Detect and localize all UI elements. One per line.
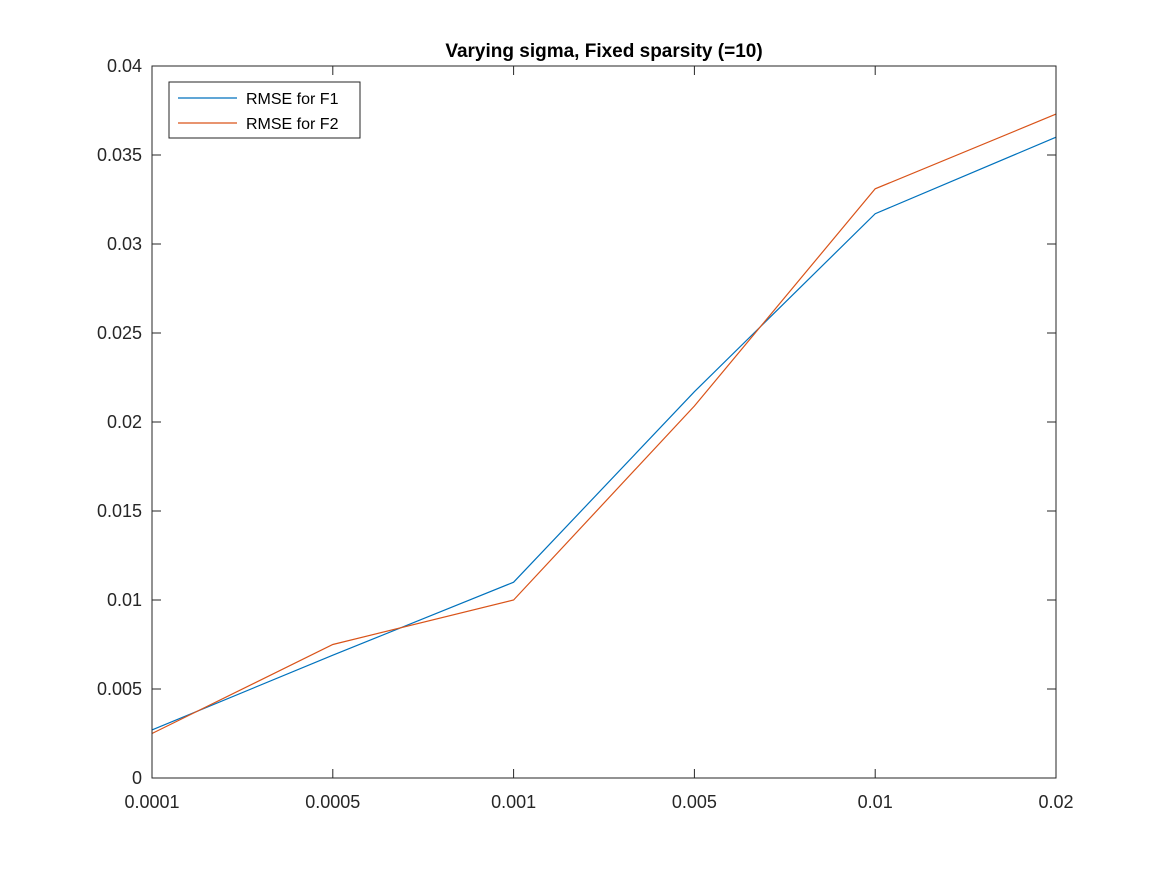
- x-tick-label: 0.0005: [305, 792, 360, 812]
- y-tick-label: 0.02: [107, 412, 142, 432]
- x-tick-label: 0.001: [491, 792, 536, 812]
- y-tick-label: 0.035: [97, 145, 142, 165]
- x-tick-label: 0.0001: [124, 792, 179, 812]
- chart-title: Varying sigma, Fixed sparsity (=10): [445, 41, 762, 62]
- legend: RMSE for F1 RMSE for F2: [168, 81, 361, 139]
- series-line-2: [151, 113, 1057, 735]
- legend-entries: RMSE for F1 RMSE for F2: [178, 91, 339, 133]
- series-line-1: [151, 136, 1057, 731]
- y-tick-label: 0.005: [97, 679, 142, 699]
- y-tick-label: 0: [132, 768, 142, 788]
- legend-label-1: RMSE for F1: [246, 91, 339, 108]
- y-tick-label: 0.04: [107, 56, 142, 76]
- y-axis-ticks: 0 0.005 0.01 0.015 0.02 0.025 0.03 0.035 0.04: [97, 56, 1056, 788]
- x-tick-label: 0.02: [1038, 792, 1073, 812]
- x-tick-label: 0.005: [672, 792, 717, 812]
- y-tick-label: 0.025: [97, 323, 142, 343]
- series-layer: [151, 113, 1057, 735]
- y-tick-label: 0.015: [97, 501, 142, 521]
- plot-area: [152, 66, 1056, 778]
- x-tick-label: 0.01: [858, 792, 893, 812]
- legend-label-2: RMSE for F2: [246, 116, 339, 133]
- y-tick-label: 0.01: [107, 590, 142, 610]
- legend-box: [168, 81, 361, 139]
- x-axis-ticks: 0.0001 0.0005 0.001 0.005 0.01 0.02: [124, 66, 1074, 812]
- y-tick-label: 0.03: [107, 234, 142, 254]
